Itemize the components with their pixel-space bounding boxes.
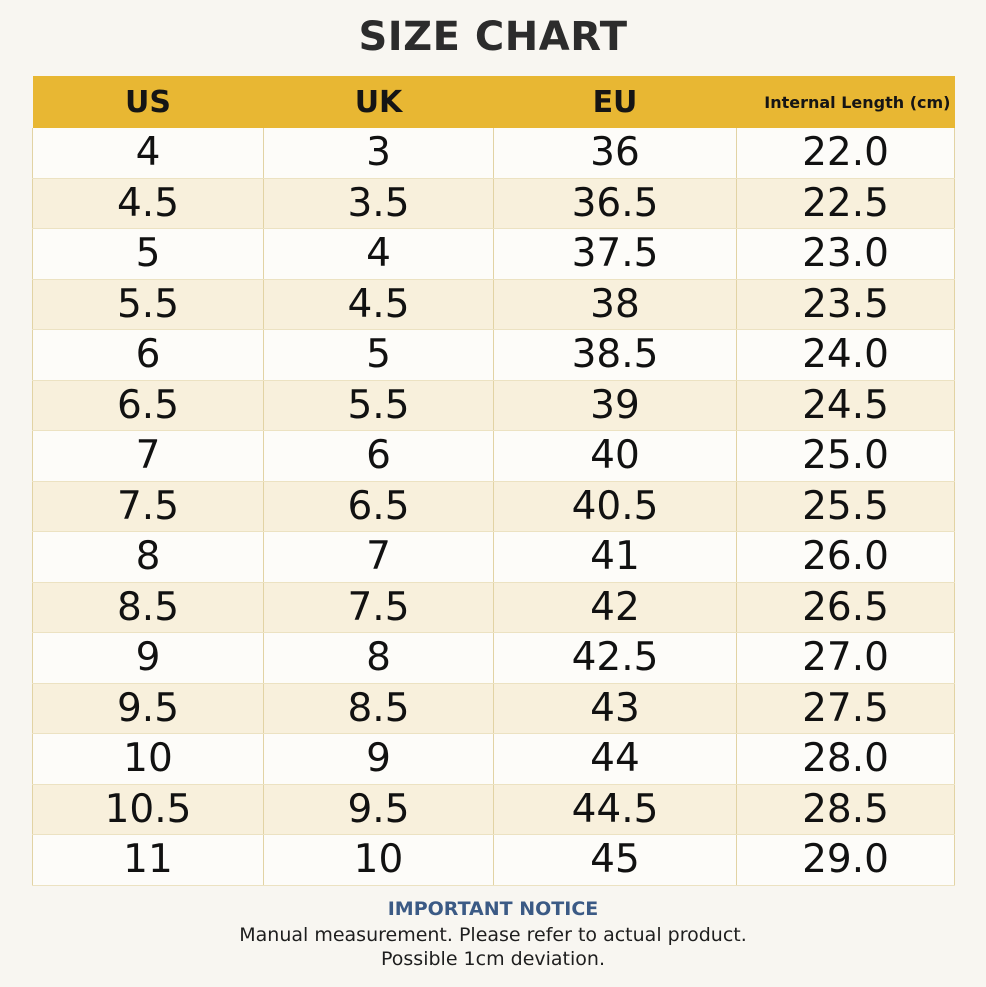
table-row: 11 10 45 29.0 xyxy=(32,834,955,886)
table-row: 5 4 37.5 23.0 xyxy=(32,228,955,280)
cell-eu: 37.5 xyxy=(493,228,737,280)
cell-uk: 5.5 xyxy=(263,380,494,431)
table-row: 10 9 44 28.0 xyxy=(32,733,955,785)
cell-internal-length: 22.0 xyxy=(736,128,955,179)
page-title: SIZE CHART xyxy=(358,14,628,60)
cell-uk: 3.5 xyxy=(263,178,494,229)
cell-uk: 3 xyxy=(263,128,494,179)
table-row: 4 3 36 22.0 xyxy=(32,128,955,179)
cell-uk: 9.5 xyxy=(263,784,494,835)
size-chart-table: US UK EU Internal Length (cm) 4 3 36 22.… xyxy=(32,76,955,886)
cell-us: 6 xyxy=(32,329,264,381)
cell-eu: 40 xyxy=(493,430,737,482)
cell-eu: 41 xyxy=(493,531,737,583)
cell-internal-length: 22.5 xyxy=(736,178,955,229)
cell-eu: 38 xyxy=(493,279,737,330)
cell-eu: 45 xyxy=(493,834,737,886)
table-row: 7 6 40 25.0 xyxy=(32,430,955,482)
cell-uk: 7.5 xyxy=(263,582,494,633)
cell-internal-length: 26.5 xyxy=(736,582,955,633)
cell-uk: 10 xyxy=(263,834,494,886)
table-row: 6.5 5.5 39 24.5 xyxy=(32,380,955,431)
cell-eu: 36 xyxy=(493,128,737,179)
cell-eu: 42 xyxy=(493,582,737,633)
table-row: 6 5 38.5 24.0 xyxy=(32,329,955,381)
cell-uk: 4 xyxy=(263,228,494,280)
cell-internal-length: 24.5 xyxy=(736,380,955,431)
column-header-us: US xyxy=(32,76,264,128)
cell-internal-length: 28.0 xyxy=(736,733,955,785)
cell-us: 7.5 xyxy=(32,481,264,532)
table-row: 4.5 3.5 36.5 22.5 xyxy=(32,178,955,229)
cell-us: 9.5 xyxy=(32,683,264,734)
table-row: 8.5 7.5 42 26.5 xyxy=(32,582,955,633)
cell-internal-length: 25.0 xyxy=(736,430,955,482)
cell-internal-length: 26.0 xyxy=(736,531,955,583)
notice-heading: IMPORTANT NOTICE xyxy=(387,898,599,920)
cell-uk: 8 xyxy=(263,632,494,684)
cell-eu: 39 xyxy=(493,380,737,431)
cell-internal-length: 24.0 xyxy=(736,329,955,381)
cell-us: 9 xyxy=(32,632,264,684)
cell-uk: 9 xyxy=(263,733,494,785)
cell-uk: 6.5 xyxy=(263,481,494,532)
table-row: 8 7 41 26.0 xyxy=(32,531,955,583)
cell-uk: 6 xyxy=(263,430,494,482)
cell-us: 7 xyxy=(32,430,264,482)
cell-eu: 42.5 xyxy=(493,632,737,684)
cell-internal-length: 27.0 xyxy=(736,632,955,684)
cell-eu: 38.5 xyxy=(493,329,737,381)
cell-us: 5 xyxy=(32,228,264,280)
notice-text-line-2: Possible 1cm deviation. xyxy=(381,948,605,970)
cell-internal-length: 29.0 xyxy=(736,834,955,886)
cell-us: 11 xyxy=(32,834,264,886)
cell-uk: 4.5 xyxy=(263,279,494,330)
cell-internal-length: 23.0 xyxy=(736,228,955,280)
table-header: US UK EU Internal Length (cm) xyxy=(32,76,955,128)
cell-uk: 8.5 xyxy=(263,683,494,734)
column-header-eu: EU xyxy=(493,76,737,128)
header-row: US UK EU Internal Length (cm) xyxy=(32,76,955,128)
column-header-internal-length: Internal Length (cm) xyxy=(736,76,955,128)
cell-uk: 5 xyxy=(263,329,494,381)
notice-text-line-1: Manual measurement. Please refer to actu… xyxy=(239,924,747,946)
cell-us: 4 xyxy=(32,128,264,179)
cell-us: 10 xyxy=(32,733,264,785)
cell-us: 6.5 xyxy=(32,380,264,431)
cell-eu: 44 xyxy=(493,733,737,785)
cell-eu: 36.5 xyxy=(493,178,737,229)
cell-us: 4.5 xyxy=(32,178,264,229)
table-row: 9 8 42.5 27.0 xyxy=(32,632,955,684)
cell-internal-length: 23.5 xyxy=(736,279,955,330)
cell-us: 8.5 xyxy=(32,582,264,633)
table-body: 4 3 36 22.0 4.5 3.5 36.5 22.5 5 4 37.5 2… xyxy=(32,128,955,886)
table-row: 10.5 9.5 44.5 28.5 xyxy=(32,784,955,835)
table-row: 7.5 6.5 40.5 25.5 xyxy=(32,481,955,532)
cell-uk: 7 xyxy=(263,531,494,583)
cell-us: 5.5 xyxy=(32,279,264,330)
cell-internal-length: 25.5 xyxy=(736,481,955,532)
table-row: 5.5 4.5 38 23.5 xyxy=(32,279,955,330)
cell-us: 10.5 xyxy=(32,784,264,835)
cell-internal-length: 28.5 xyxy=(736,784,955,835)
table-row: 9.5 8.5 43 27.5 xyxy=(32,683,955,734)
cell-eu: 40.5 xyxy=(493,481,737,532)
column-header-uk: UK xyxy=(263,76,494,128)
cell-eu: 43 xyxy=(493,683,737,734)
cell-us: 8 xyxy=(32,531,264,583)
cell-eu: 44.5 xyxy=(493,784,737,835)
cell-internal-length: 27.5 xyxy=(736,683,955,734)
